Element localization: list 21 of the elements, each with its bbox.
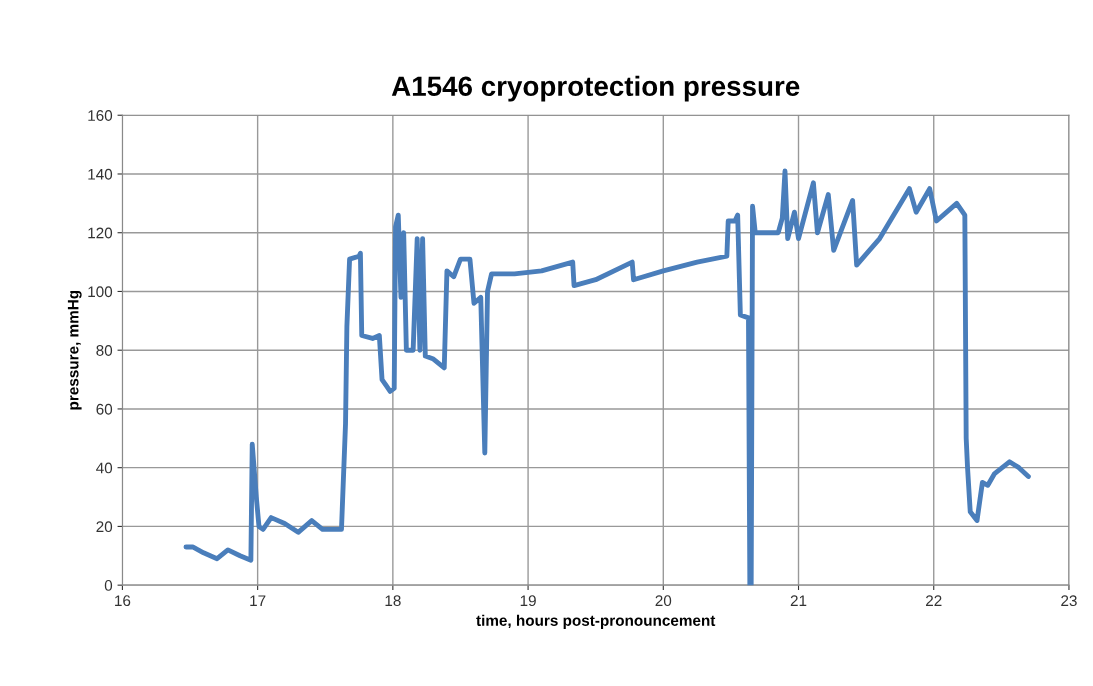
y-tick-label: 0 — [104, 580, 113, 591]
y-tick-label: 60 — [96, 403, 113, 415]
y-tick-label: 120 — [88, 227, 113, 239]
y-tick-label: 20 — [96, 521, 113, 533]
y-tick-label: 40 — [96, 462, 113, 474]
y-tick-label: 140 — [88, 168, 113, 180]
y-axis-title: pressure, mmHg — [67, 290, 82, 410]
y-tick-label: 80 — [96, 345, 113, 356]
x-tick-label: 23 — [1061, 595, 1077, 607]
line-series — [183, 168, 1031, 586]
x-tick-label: 22 — [926, 595, 942, 606]
x-tick-label: 18 — [385, 595, 401, 607]
x-tick-label: 16 — [115, 595, 131, 607]
x-tick-label: 20 — [655, 595, 672, 607]
y-tick-label: 160 — [88, 110, 113, 121]
x-tick-label: 21 — [790, 595, 807, 606]
x-tick-label: 17 — [250, 595, 266, 606]
x-axis-title: time, hours post-pronouncement — [476, 614, 716, 629]
chart-title: A1546 cryoprotection pressure — [391, 75, 800, 102]
x-tick-label: 19 — [520, 595, 536, 607]
y-tick-label: 100 — [88, 286, 113, 298]
